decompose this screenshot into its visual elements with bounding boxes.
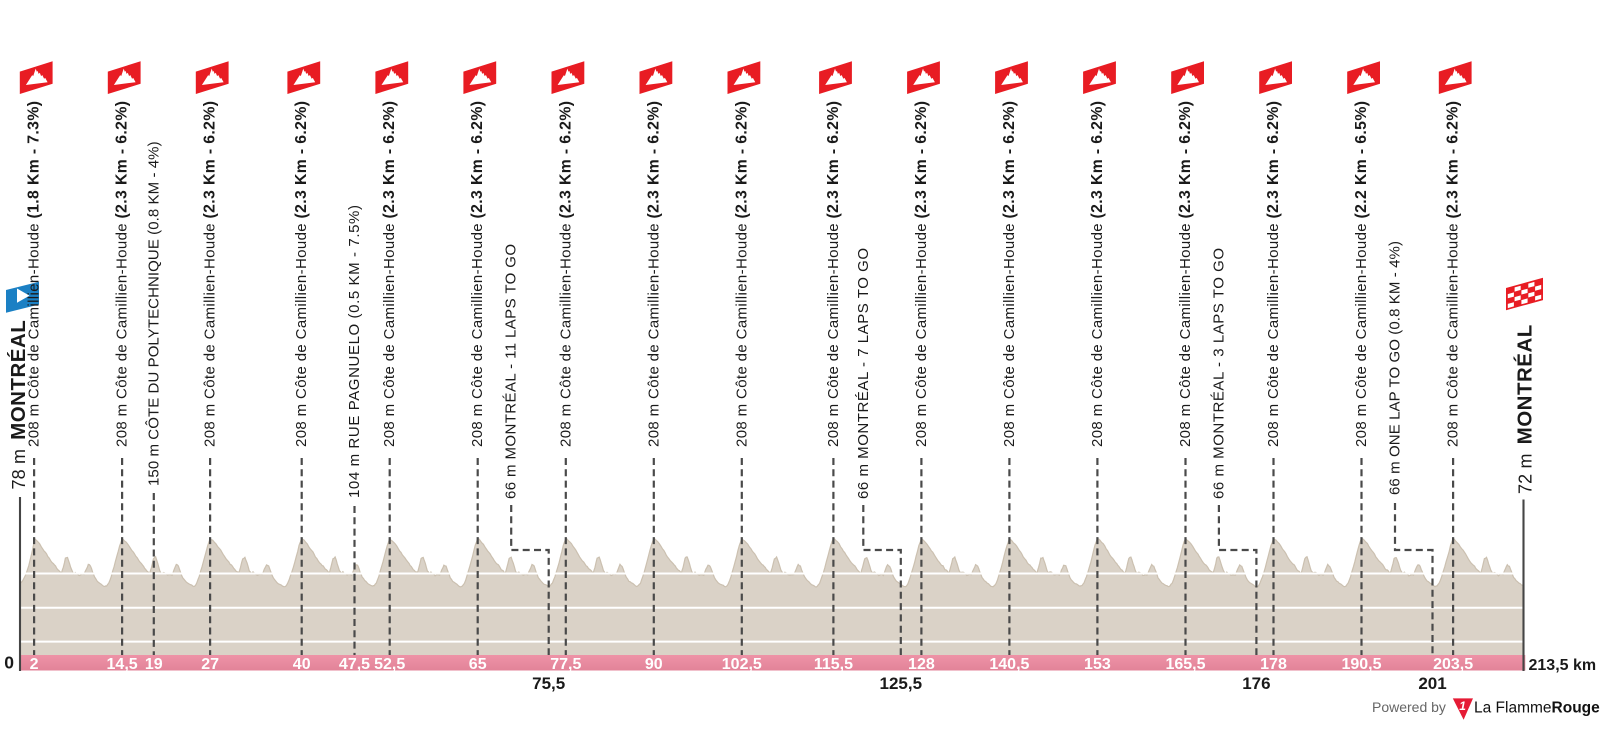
svg-text:208 m Côte de Camillien-Houde: 208 m Côte de Camillien-Houde (2.2 Km - … [1353, 101, 1370, 447]
svg-text:104 m RUE PAGNUELO (0.5 KM - 7: 104 m RUE PAGNUELO (0.5 KM - 7.5%) [346, 205, 363, 498]
svg-text:1: 1 [1459, 699, 1466, 713]
svg-text:208 m Côte de Camillien-Houde: 208 m Côte de Camillien-Houde (2.3 Km - … [114, 101, 131, 447]
svg-text:153: 153 [1084, 656, 1111, 673]
svg-text:208 m Côte de Camillien-Houde: 208 m Côte de Camillien-Houde (2.3 Km - … [202, 101, 219, 447]
svg-text:208 m Côte de Camillien-Houde: 208 m Côte de Camillien-Houde (2.3 Km - … [1265, 101, 1282, 447]
svg-text:208 m Côte de Camillien-Houde: 208 m Côte de Camillien-Houde (2.3 Km - … [913, 101, 930, 447]
svg-text:0: 0 [4, 653, 14, 673]
svg-text:72 mMONTRÉAL: 72 mMONTRÉAL [1514, 324, 1537, 494]
svg-text:65: 65 [469, 656, 487, 673]
svg-text:La FlammeRouge: La FlammeRouge [1474, 700, 1600, 717]
svg-text:75,5: 75,5 [532, 674, 565, 693]
svg-text:208 m Côte de Camillien-Houde: 208 m Côte de Camillien-Houde (2.3 Km - … [1177, 101, 1194, 447]
svg-text:90: 90 [645, 656, 663, 673]
svg-text:27: 27 [201, 656, 219, 673]
svg-text:66 m MONTRÉAL - 7 LAPS TO GO: 66 m MONTRÉAL - 7 LAPS TO GO [855, 248, 872, 499]
svg-text:213,5 km: 213,5 km [1529, 657, 1597, 674]
svg-text:208 m Côte de Camillien-Houde: 208 m Côte de Camillien-Houde (1.8 Km - … [26, 101, 43, 447]
svg-text:Powered by: Powered by [1372, 699, 1446, 715]
svg-text:201: 201 [1418, 674, 1446, 693]
svg-text:125,5: 125,5 [880, 674, 923, 693]
svg-text:178: 178 [1260, 656, 1287, 673]
svg-text:208 m Côte de Camillien-Houde: 208 m Côte de Camillien-Houde (2.3 Km - … [293, 101, 310, 447]
svg-text:66 m MONTRÉAL - 3 LAPS TO GO: 66 m MONTRÉAL - 3 LAPS TO GO [1210, 248, 1227, 499]
svg-text:52,5: 52,5 [374, 656, 405, 673]
svg-text:208 m Côte de Camillien-Houde: 208 m Côte de Camillien-Houde (2.3 Km - … [469, 101, 486, 447]
svg-text:66 m MONTRÉAL - 11 LAPS TO GO: 66 m MONTRÉAL - 11 LAPS TO GO [503, 244, 520, 499]
svg-text:176: 176 [1242, 674, 1270, 693]
svg-text:47,5: 47,5 [339, 656, 370, 673]
svg-text:208 m Côte de Camillien-Houde: 208 m Côte de Camillien-Houde (2.3 Km - … [825, 101, 842, 447]
svg-text:165,5: 165,5 [1165, 656, 1205, 673]
svg-text:208 m Côte de Camillien-Houde: 208 m Côte de Camillien-Houde (2.3 Km - … [733, 101, 750, 447]
svg-text:208 m Côte de Camillien-Houde: 208 m Côte de Camillien-Houde (2.3 Km - … [1445, 101, 1462, 447]
svg-text:102,5: 102,5 [722, 656, 762, 673]
svg-text:203,5: 203,5 [1433, 656, 1473, 673]
svg-text:208 m Côte de Camillien-Houde: 208 m Côte de Camillien-Houde (2.3 Km - … [1089, 101, 1106, 447]
svg-text:190,5: 190,5 [1341, 656, 1381, 673]
svg-text:14,5: 14,5 [107, 656, 138, 673]
svg-text:208 m Côte de Camillien-Houde: 208 m Côte de Camillien-Houde (2.3 Km - … [1001, 101, 1018, 447]
svg-text:77,5: 77,5 [550, 656, 581, 673]
svg-text:78 mMONTRÉAL: 78 mMONTRÉAL [7, 320, 30, 490]
svg-text:208 m Côte de Camillien-Houde: 208 m Côte de Camillien-Houde (2.3 Km - … [557, 101, 574, 447]
svg-text:140,5: 140,5 [989, 656, 1029, 673]
svg-text:208 m Côte de Camillien-Houde: 208 m Côte de Camillien-Houde (2.3 Km - … [381, 101, 398, 447]
svg-text:40: 40 [293, 656, 311, 673]
svg-text:66 m ONE LAP TO GO (0.8 KM - 4: 66 m ONE LAP TO GO (0.8 KM - 4%) [1387, 241, 1404, 495]
svg-text:150 m CÔTE DU POLYTECHNIQUE (0: 150 m CÔTE DU POLYTECHNIQUE (0.8 KM - 4%… [145, 141, 162, 486]
svg-text:208 m Côte de Camillien-Houde: 208 m Côte de Camillien-Houde (2.3 Km - … [645, 101, 662, 447]
svg-text:2: 2 [30, 656, 39, 673]
svg-text:115,5: 115,5 [814, 656, 853, 673]
svg-text:19: 19 [145, 656, 163, 673]
svg-text:128: 128 [908, 656, 935, 673]
